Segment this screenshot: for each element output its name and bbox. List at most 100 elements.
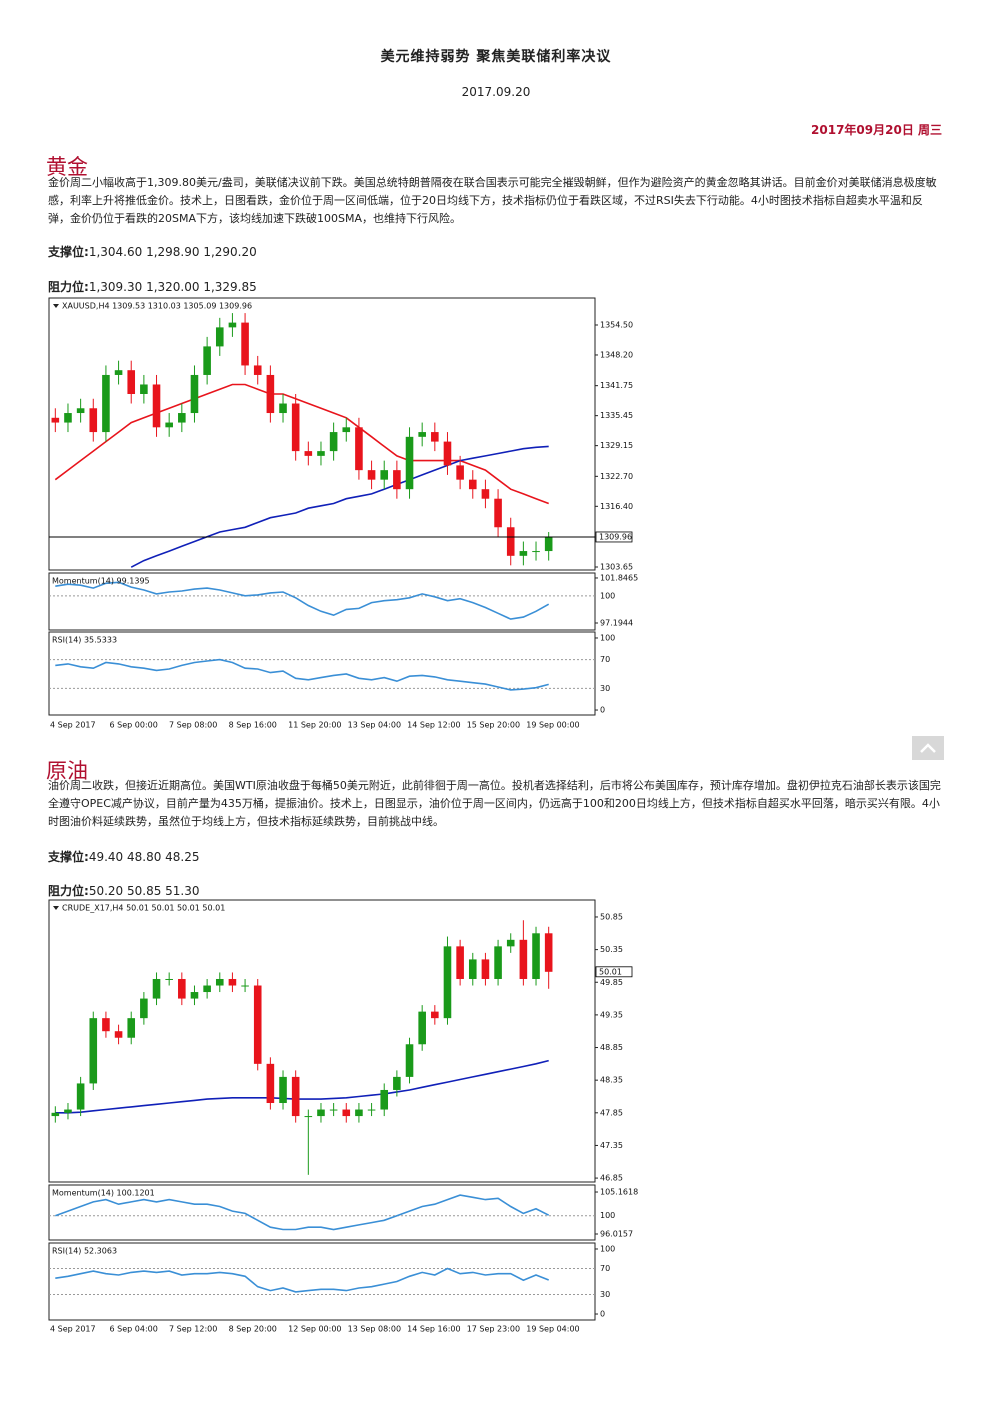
x-tick-label: 15 Sep 20:00	[467, 721, 520, 730]
support-label: 支撑位:	[48, 850, 89, 864]
last-price-label: 1309.96	[599, 532, 632, 541]
section-body: 油价周二收跌，但接近近期高位。美国WTI原油收盘于每桶50美元附近，此前徘徊于周…	[48, 779, 941, 828]
moving-average	[130, 445, 549, 568]
y-tick-label: 47.35	[600, 1141, 623, 1150]
candle-body	[291, 1076, 300, 1117]
support: 支撑位:49.40 48.80 48.25	[48, 848, 200, 865]
doc-date-right: 2017年09月20日 周三	[811, 123, 942, 137]
candle-body	[468, 479, 477, 490]
candle-body	[367, 1109, 376, 1111]
candle-body	[506, 527, 515, 556]
candle-body	[468, 959, 477, 979]
rsi-line	[55, 658, 549, 691]
x-tick-label: 7 Sep 08:00	[169, 721, 217, 730]
resistance: 阻力位:50.20 50.85 51.30	[48, 882, 200, 899]
y-tick-label: 1335.45	[600, 411, 633, 420]
last-price-label: 50.01	[599, 967, 622, 976]
doc-date: 2017.09.20	[461, 85, 531, 99]
candle-body	[64, 413, 72, 423]
resistance-values: 1,309.30 1,320.00 1,329.85	[88, 280, 257, 294]
x-tick-label: 4 Sep 2017	[50, 1325, 96, 1334]
x-tick-label: 13 Sep 08:00	[348, 1325, 401, 1334]
candle-body	[431, 1011, 439, 1019]
y-tick-label: 1348.20	[600, 350, 633, 359]
candle-body	[253, 365, 262, 375]
y-tick-label: 1322.70	[600, 472, 633, 481]
candle-body	[418, 432, 426, 437]
candle-body	[64, 1109, 72, 1113]
panel-frame	[48, 572, 596, 631]
candle-body	[203, 985, 211, 993]
resistance-label: 阻力位:	[48, 884, 89, 898]
candle-body	[215, 978, 224, 986]
indicator-label: Momentum(14) 99.1395	[52, 577, 150, 586]
y-tick-label: 97.1944	[600, 618, 633, 627]
x-tick-label: 4 Sep 2017	[50, 721, 96, 730]
candle-body	[304, 1116, 313, 1118]
momentum-line	[55, 1194, 550, 1231]
candle-body	[228, 322, 237, 328]
candle-body	[329, 1109, 338, 1111]
candle-body	[140, 384, 148, 394]
candle-body	[405, 1044, 414, 1077]
y-tick-label: 47.85	[600, 1108, 623, 1117]
candle-body	[456, 465, 464, 480]
header-marker	[53, 906, 59, 910]
y-tick-label: 46.85	[600, 1174, 623, 1183]
candle-body	[89, 408, 98, 433]
y-tick-label: 50.85	[600, 912, 623, 921]
y-tick-label: 1341.75	[600, 381, 633, 390]
momentum-line	[55, 581, 550, 620]
support: 支撑位:1,304.60 1,298.90 1,290.20	[48, 243, 257, 260]
candle-body	[114, 370, 123, 375]
candle-body	[127, 370, 136, 394]
chart-header: XAUUSD,H4 1309.53 1310.03 1305.09 1309.9…	[62, 302, 252, 311]
y-tick-label: 48.85	[600, 1043, 623, 1052]
candle-body	[481, 489, 490, 499]
scroll-top-button[interactable]	[912, 736, 944, 760]
x-tick-label: 19 Sep 00:00	[526, 721, 579, 730]
resistance: 阻力位:1,309.30 1,320.00 1,329.85	[48, 278, 257, 295]
moving-average	[55, 1059, 549, 1114]
y-tick-label: 105.1618	[600, 1188, 638, 1197]
candle-body	[380, 1089, 389, 1110]
candle-body	[89, 1018, 98, 1084]
candle-body	[506, 939, 515, 947]
candle-body	[279, 403, 287, 414]
candle-body	[405, 436, 414, 490]
candle-body	[304, 451, 313, 456]
x-tick-label: 8 Sep 16:00	[229, 721, 277, 730]
x-tick-label: 13 Sep 04:00	[348, 721, 401, 730]
x-tick-label: 6 Sep 04:00	[110, 1325, 158, 1334]
candle-body	[76, 1083, 85, 1110]
y-tick-label: 0	[600, 706, 605, 715]
candle-body	[127, 1018, 136, 1038]
candle-body	[190, 992, 199, 999]
candle-body	[266, 374, 275, 414]
y-tick-label: 50.35	[600, 945, 623, 954]
candle-body	[355, 1109, 363, 1117]
y-tick-label: 49.35	[600, 1010, 623, 1019]
candle-body	[76, 408, 85, 414]
candle-body	[51, 417, 60, 423]
indicator-label: Momentum(14) 100.1201	[52, 1189, 155, 1198]
y-tick-label: 30	[600, 684, 610, 693]
y-tick-label: 70	[600, 655, 610, 664]
y-tick-label: 48.35	[600, 1076, 623, 1085]
y-tick-label: 0	[600, 1310, 605, 1319]
candle-body	[418, 1011, 426, 1045]
candle-body	[241, 322, 249, 366]
support-label: 支撑位:	[48, 245, 89, 259]
candle-body	[190, 374, 199, 414]
section-heading: 黄金	[46, 155, 88, 179]
candle-body	[279, 1076, 287, 1104]
candle-body	[443, 946, 452, 1019]
candle-body	[215, 327, 224, 347]
panel-frame	[48, 899, 596, 1183]
candle-body	[431, 432, 439, 442]
candle-body	[380, 470, 389, 480]
candle-body	[317, 451, 325, 456]
candle-body	[355, 427, 363, 471]
candle-body	[329, 432, 338, 452]
